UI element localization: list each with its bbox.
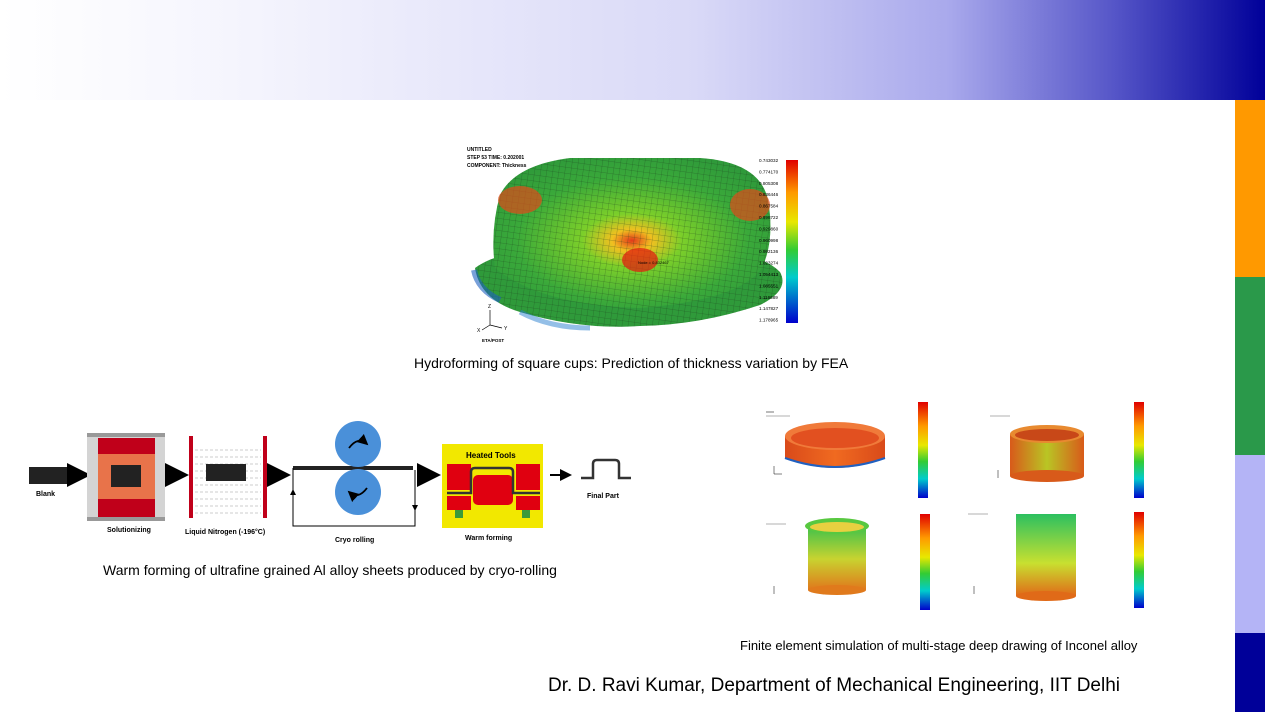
- legend-tick-label: 1.054413: [759, 272, 779, 277]
- thickness-color-legend: [786, 160, 798, 323]
- drawing-stage-4: [968, 512, 1144, 608]
- blank-label: Blank: [36, 491, 55, 498]
- side-bar-orange: [1235, 100, 1265, 277]
- heated-tools-label: Heated Tools: [466, 451, 516, 460]
- legend-tick-label: 0.836446: [759, 192, 779, 197]
- legend-tick-label: 1.147827: [759, 306, 779, 311]
- legend-tick-labels: 0.743032 0.774170 0.805308 0.836446 0.867584…: [759, 158, 779, 323]
- upper-roll: [335, 421, 381, 467]
- axis-y-label: Y: [504, 326, 508, 332]
- process-caption: Warm forming of ultrafine grained Al all…: [103, 562, 557, 578]
- side-bar-blue: [1235, 633, 1265, 712]
- fea-header-line-1: UNTITLED: [467, 147, 492, 153]
- deep-drawing-figure: [766, 402, 1144, 610]
- legend-tick-label: 0.867584: [759, 204, 779, 209]
- legend-tick-label: 1.178965: [759, 318, 779, 323]
- drawing-stage-3: [766, 514, 930, 610]
- legend-tick-label: 0.898722: [759, 215, 779, 220]
- legend-tick-label: 0.805308: [759, 181, 779, 186]
- legend-tick-label: 0.960998: [759, 238, 779, 243]
- drawing-stage-2: [990, 402, 1144, 498]
- legend-tick-label: 1.116689: [759, 295, 778, 300]
- liquid-nitrogen-bath: [195, 449, 261, 514]
- process-chain-figure: Blank Solutionizing Liquid Nitrogen (-19…: [29, 421, 631, 544]
- blank-sheet: [29, 467, 69, 484]
- side-bar-green: [1235, 277, 1265, 455]
- legend-tick-label: 0.992136: [759, 249, 779, 254]
- legend-tick-label: 1.023274: [759, 261, 779, 266]
- legend-tick-label: 1.085551: [759, 283, 779, 288]
- fea-thickness-figure: UNTITLED STEP 53 TIME: 0.202001 COMPONEN…: [467, 147, 798, 343]
- fea-header-line-2: STEP 53 TIME: 0.202001: [467, 155, 524, 161]
- lower-roll: [335, 469, 381, 515]
- fea-probe-label: Node = 0.832467: [638, 260, 670, 265]
- fea-caption: Hydroforming of square cups: Prediction …: [414, 355, 849, 371]
- software-label: ETA/POST: [482, 338, 504, 343]
- final-part-label: Final Part: [587, 493, 620, 500]
- legend-tick-label: 0.929860: [759, 226, 779, 231]
- final-part: [581, 458, 631, 480]
- drawing-stage-1: [766, 402, 928, 498]
- legend-tick-label: 0.774170: [759, 169, 779, 174]
- side-bar-lavender: [1235, 455, 1265, 633]
- liquid-nitrogen-label: Liquid Nitrogen (-196°C): [185, 528, 265, 536]
- legend-tick-label: 0.743032: [759, 158, 779, 163]
- title-bar-gradient: [0, 0, 1265, 100]
- cryo-rolling-label: Cryo rolling: [335, 537, 374, 544]
- fea-header-line-3: COMPONENT: Thickness: [467, 163, 527, 169]
- axis-x-label: X: [477, 328, 481, 334]
- solutionizing-label: Solutionizing: [107, 527, 151, 534]
- warm-forming-label: Warm forming: [465, 535, 512, 542]
- author-credit: Dr. D. Ravi Kumar, Department of Mechani…: [548, 675, 1121, 696]
- deep-drawing-caption: Finite element simulation of multi-stage…: [740, 638, 1138, 653]
- axis-z-label: Z: [488, 304, 491, 310]
